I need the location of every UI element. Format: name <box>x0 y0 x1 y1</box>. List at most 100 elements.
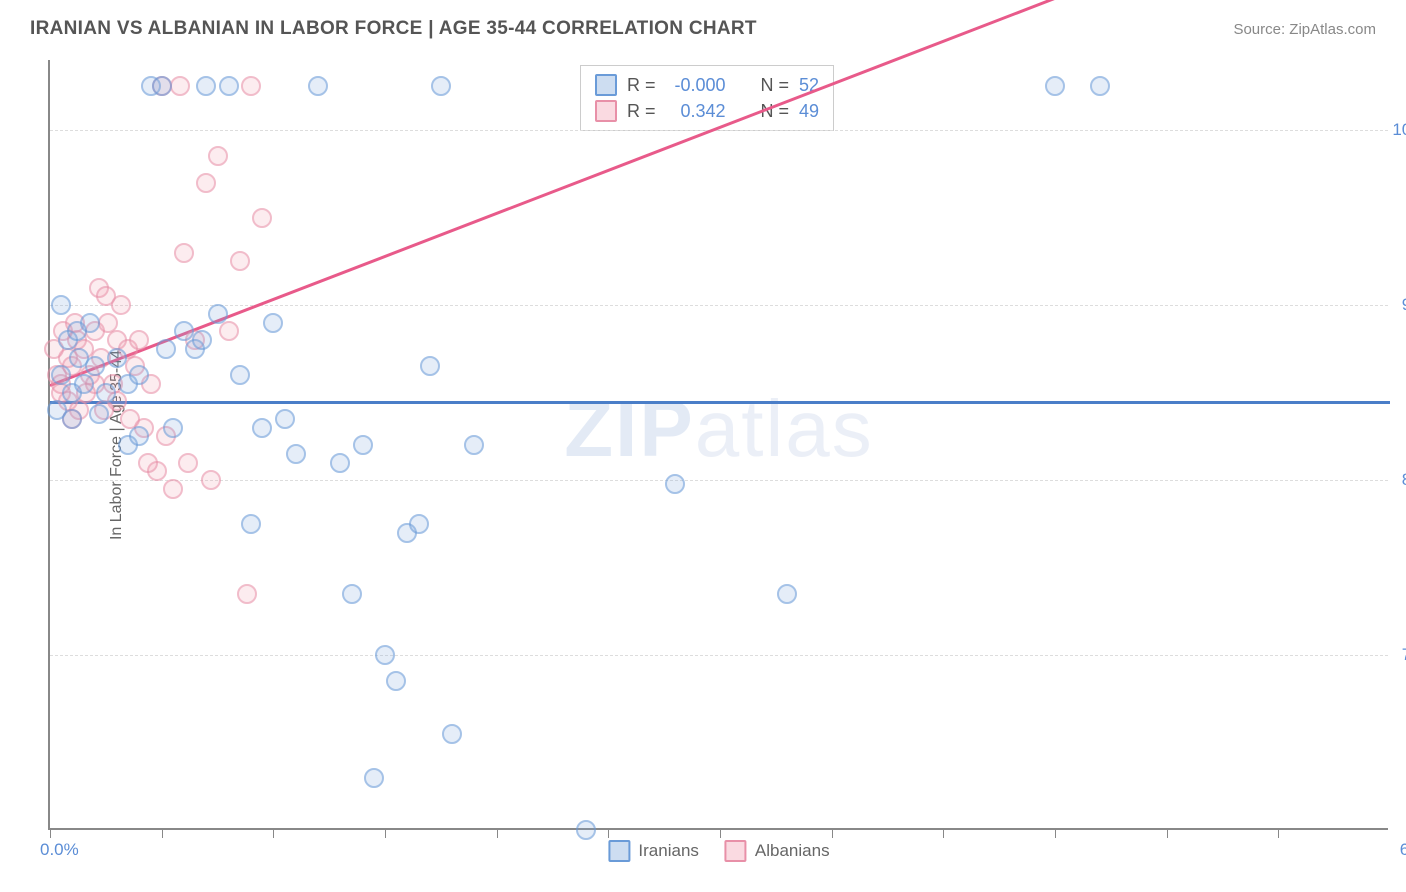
x-tick <box>162 828 163 838</box>
data-point <box>170 76 190 96</box>
legend-swatch <box>725 840 747 862</box>
data-point <box>152 76 172 96</box>
data-point <box>420 356 440 376</box>
data-point <box>196 76 216 96</box>
x-tick <box>497 828 498 838</box>
x-axis-end-label: 60.0% <box>1400 840 1406 860</box>
y-tick-label: 100.0% <box>1392 120 1406 140</box>
data-point <box>431 76 451 96</box>
trend-line <box>49 0 1390 387</box>
legend-n-label: N = <box>761 75 790 96</box>
series-legend: Iranians Albanians <box>608 840 829 862</box>
x-tick <box>385 828 386 838</box>
data-point <box>96 383 116 403</box>
legend-swatch <box>595 74 617 96</box>
x-tick <box>1278 828 1279 838</box>
data-point <box>263 313 283 333</box>
gridline <box>50 480 1388 481</box>
legend-r-label: R = <box>627 75 656 96</box>
data-point <box>330 453 350 473</box>
x-tick <box>608 828 609 838</box>
data-point <box>252 418 272 438</box>
data-point <box>364 768 384 788</box>
gridline <box>50 655 1388 656</box>
legend-r-label: R = <box>627 101 656 122</box>
legend-n-value: 49 <box>799 101 819 122</box>
watermark-atlas: atlas <box>695 384 874 473</box>
data-point <box>219 76 239 96</box>
legend-r-value: -0.000 <box>666 75 726 96</box>
data-point <box>156 339 176 359</box>
x-tick <box>720 828 721 838</box>
data-point <box>163 418 183 438</box>
data-point <box>230 251 250 271</box>
data-point <box>201 470 221 490</box>
watermark: ZIPatlas <box>564 383 873 475</box>
data-point <box>342 584 362 604</box>
data-point <box>192 330 212 350</box>
data-point <box>409 514 429 534</box>
trend-line <box>50 401 1390 404</box>
data-point <box>129 365 149 385</box>
data-point <box>576 820 596 840</box>
data-point <box>230 365 250 385</box>
plot-area: ZIPatlas R =-0.000 N = 52R =0.342 N = 49… <box>48 60 1388 830</box>
x-tick <box>273 828 274 838</box>
data-point <box>241 514 261 534</box>
data-point <box>252 208 272 228</box>
data-point <box>1090 76 1110 96</box>
data-point <box>308 76 328 96</box>
data-point <box>178 453 198 473</box>
data-point <box>275 409 295 429</box>
data-point <box>386 671 406 691</box>
data-point <box>74 374 94 394</box>
data-point <box>237 584 257 604</box>
x-tick <box>832 828 833 838</box>
data-point <box>241 76 261 96</box>
data-point <box>219 321 239 341</box>
data-point <box>464 435 484 455</box>
data-point <box>442 724 462 744</box>
data-point <box>107 348 127 368</box>
legend-swatch <box>595 100 617 122</box>
y-tick-label: 90.0% <box>1402 295 1406 315</box>
legend-r-value: 0.342 <box>666 101 726 122</box>
x-tick <box>1055 828 1056 838</box>
watermark-zip: ZIP <box>564 384 694 473</box>
data-point <box>111 295 131 315</box>
data-point <box>138 453 158 473</box>
data-point <box>777 584 797 604</box>
legend-row: R =-0.000 N = 52 <box>595 72 819 98</box>
data-point <box>80 313 100 333</box>
data-point <box>665 474 685 494</box>
data-point <box>62 409 82 429</box>
data-point <box>208 146 228 166</box>
data-point <box>286 444 306 464</box>
data-point <box>375 645 395 665</box>
data-point <box>85 356 105 376</box>
legend-item: Iranians <box>608 840 698 862</box>
x-tick <box>1167 828 1168 838</box>
data-point <box>51 365 71 385</box>
data-point <box>163 479 183 499</box>
data-point <box>89 404 109 424</box>
gridline <box>50 130 1388 131</box>
x-tick <box>943 828 944 838</box>
legend-label: Iranians <box>638 841 698 861</box>
data-point <box>129 330 149 350</box>
data-point <box>129 426 149 446</box>
data-point <box>174 243 194 263</box>
chart-title: IRANIAN VS ALBANIAN IN LABOR FORCE | AGE… <box>30 18 757 40</box>
legend-label: Albanians <box>755 841 830 861</box>
source-attribution: Source: ZipAtlas.com <box>1233 21 1376 38</box>
data-point <box>208 304 228 324</box>
chart-container: In Labor Force | Age 35-44 ZIPatlas R =-… <box>48 60 1388 830</box>
x-axis-start-label: 0.0% <box>40 840 79 860</box>
data-point <box>51 295 71 315</box>
y-tick-label: 80.0% <box>1402 470 1406 490</box>
y-tick-label: 70.0% <box>1402 645 1406 665</box>
data-point <box>196 173 216 193</box>
x-tick <box>50 828 51 838</box>
legend-item: Albanians <box>725 840 830 862</box>
legend-swatch <box>608 840 630 862</box>
